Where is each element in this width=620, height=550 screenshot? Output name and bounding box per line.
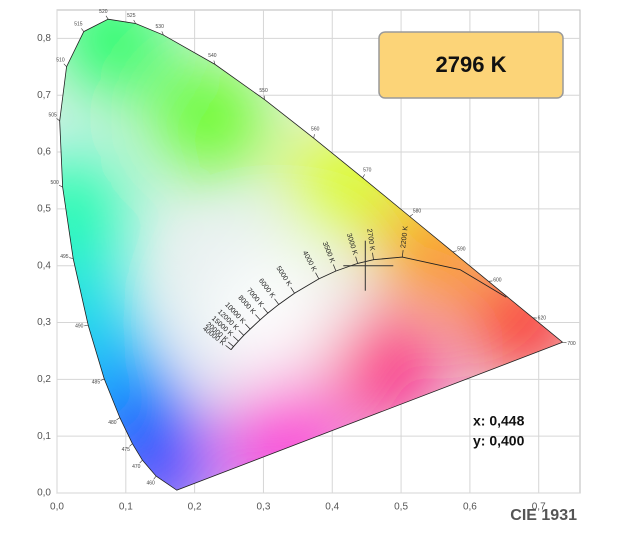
wavelength-label: 525: [127, 13, 136, 19]
wavelength-tick: [313, 134, 315, 139]
wavelength-label: 505: [49, 113, 58, 119]
cct-box: [378, 31, 564, 99]
wavelength-tick: [116, 417, 120, 421]
y-tick-label: 0,7: [37, 90, 51, 101]
temperature-tick: [274, 298, 280, 305]
temperature-tick: [227, 341, 234, 347]
wavelength-tick: [69, 257, 74, 259]
wavelength-tick: [56, 118, 60, 122]
x-tick-label: 0,5: [394, 502, 408, 513]
wavelength-tick: [63, 63, 67, 67]
wavelength-label: 485: [92, 380, 101, 386]
temperature-tick: [225, 345, 232, 350]
x-tick-label: 0,2: [188, 502, 202, 513]
wavelength-label: 510: [56, 57, 65, 63]
x-tick-label: 0,6: [463, 502, 477, 513]
wavelength-tick: [58, 184, 63, 188]
wavelength-label: 500: [50, 180, 59, 186]
wavelength-label: 580: [413, 209, 422, 215]
temperature-tick: [233, 336, 239, 342]
wavelength-label: 480: [108, 420, 117, 426]
x-tick-label: 0,1: [119, 502, 133, 513]
color-blob: [59, 153, 126, 264]
wavelength-label: 620: [538, 316, 547, 322]
wavelength-tick: [161, 31, 164, 36]
temperature-tick: [315, 272, 320, 280]
y-coordinate: y: 0,400: [473, 433, 525, 449]
wavelength-label: 590: [457, 247, 466, 253]
wavelength-label: 550: [259, 88, 268, 94]
temperature-tick: [238, 330, 245, 336]
wavelength-tick: [213, 60, 216, 65]
wavelength-label: 475: [122, 447, 131, 453]
marks: 460 470 475 480 485 490 495 500 505 510 515 520 525 5…: [49, 9, 576, 491]
color-blob: [59, 19, 168, 94]
wavelength-label: 520: [99, 9, 108, 15]
wavelength-tick: [100, 378, 105, 381]
temperature-tick: [372, 252, 374, 260]
x-tick-label: 0,7: [532, 502, 546, 513]
y-tick-label: 0,4: [37, 260, 51, 271]
wavelength-label: 460: [146, 481, 155, 487]
wavelength-label: 515: [74, 22, 83, 28]
wavelength-tick: [362, 174, 365, 178]
temperature-tick: [290, 287, 295, 294]
wavelength-tick: [153, 475, 157, 480]
wavelength-tick: [452, 250, 457, 253]
wavelength-label: 560: [311, 127, 320, 133]
temperature-tick: [332, 264, 337, 272]
wavelength-label: 570: [363, 167, 372, 173]
wavelength-label: 490: [75, 324, 84, 330]
x-tick-label: 0,3: [256, 502, 270, 513]
wavelength-tick: [129, 443, 133, 447]
wavelength-label: 600: [493, 278, 502, 284]
y-tick-label: 0,1: [37, 431, 51, 442]
wavelength-tick: [81, 28, 85, 32]
temperature-tick: [255, 314, 261, 321]
wavelength-tick: [105, 15, 109, 20]
y-tick-label: 0,3: [37, 317, 51, 328]
temperature-label: 2700 K: [365, 228, 375, 251]
y-tick-label: 0,0: [37, 488, 51, 499]
wavelength-tick: [139, 459, 143, 464]
color-blob: [332, 312, 443, 423]
temperature-tick: [355, 256, 358, 264]
wavelength-label: 700: [567, 341, 576, 347]
x-tick-label: 0,4: [325, 502, 339, 513]
temperature-tick: [245, 323, 251, 330]
wavelength-label: 495: [60, 254, 69, 260]
x-coordinate: x: 0,448: [473, 413, 525, 429]
y-tick-label: 0,2: [37, 374, 51, 385]
wavelength-tick: [562, 341, 567, 344]
color-blob: [208, 267, 319, 378]
y-tick-label: 0,5: [37, 204, 51, 215]
footer: CIE 1931: [510, 507, 577, 524]
wavelength-tick: [133, 19, 136, 24]
y-tick-label: 0,6: [37, 147, 51, 158]
wavelength-tick: [409, 213, 414, 217]
wavelength-label: 540: [208, 53, 217, 59]
wavelength-label: 470: [132, 464, 141, 470]
temperature-label: 2200 K: [400, 225, 410, 248]
temperature-tick: [401, 250, 404, 258]
wavelength-label: 530: [156, 24, 165, 30]
color-blob: [153, 62, 264, 173]
temperature-tick: [263, 307, 269, 314]
y-tick-label: 0,8: [37, 33, 51, 44]
x-tick-label: 0,0: [50, 502, 64, 513]
cct-label: 2796 K: [436, 52, 507, 77]
planckian-locus: [230, 256, 507, 350]
